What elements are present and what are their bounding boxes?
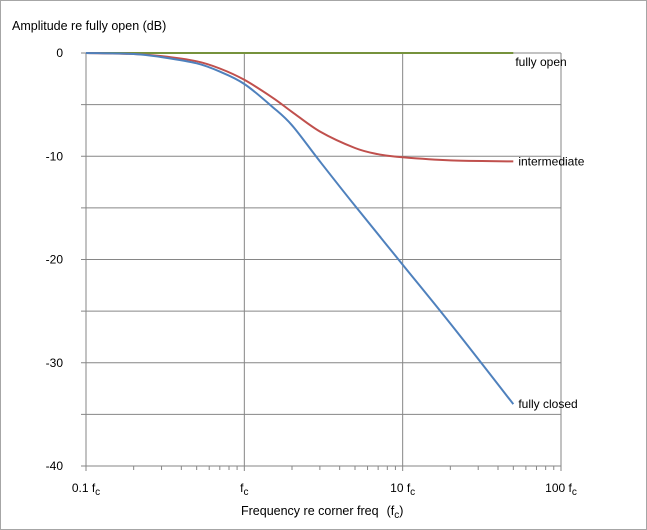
series-fully-closed-label: fully closed bbox=[518, 397, 577, 411]
axes bbox=[81, 52, 561, 470]
x-tick-label: 100 fc bbox=[545, 481, 577, 498]
tick-labels: 0 -10 -20 -30 -40 0.1 fc fc 10 fc 100 fc bbox=[46, 46, 577, 498]
y-axis-title: Amplitude re fully open (dB) bbox=[12, 19, 166, 33]
x-tick-label: 0.1 fc bbox=[72, 481, 100, 498]
y-tick-label: -10 bbox=[46, 149, 64, 163]
series-intermediate-line bbox=[85, 52, 514, 163]
x-axis-title-text: Frequency re corner freq bbox=[241, 504, 379, 518]
y-tick-label: -30 bbox=[46, 356, 64, 370]
series-intermediate-label: intermediate bbox=[518, 154, 584, 168]
x-axis-title-sub: c bbox=[394, 510, 399, 521]
y-tick-label: -40 bbox=[46, 459, 64, 473]
y-tick-label: 0 bbox=[56, 46, 63, 60]
grid-lines bbox=[85, 52, 562, 471]
y-tick-label: -20 bbox=[46, 253, 64, 267]
series-fully-open-label: fully open bbox=[515, 55, 566, 69]
x-tick-label: 10 fc bbox=[390, 481, 415, 498]
series-labels: fully open intermediate fully closed bbox=[515, 55, 584, 411]
series-fully-closed-line bbox=[85, 52, 515, 405]
series-lines bbox=[85, 51, 515, 405]
x-axis-title-f: f bbox=[391, 504, 395, 518]
x-axis-title: Frequency re corner freq (fc) bbox=[241, 504, 403, 521]
x-tick-label: fc bbox=[240, 481, 248, 498]
